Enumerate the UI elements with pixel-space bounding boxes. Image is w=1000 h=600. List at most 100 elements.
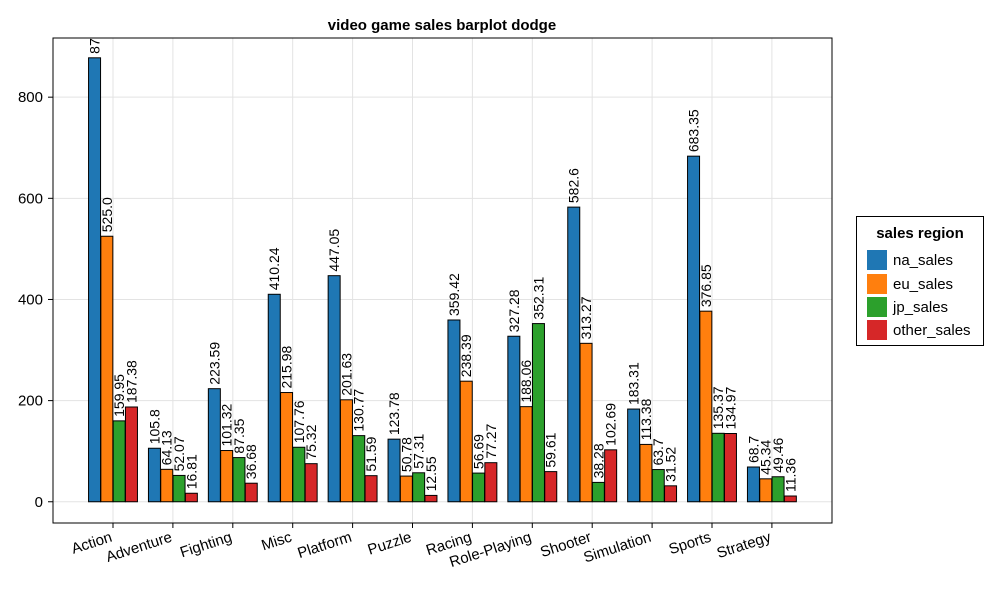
data-label: 201.63 xyxy=(338,353,354,396)
data-label: 102.69 xyxy=(603,403,619,446)
bar-jp-sales xyxy=(591,481,605,503)
y-tick-label: 800 xyxy=(18,89,43,106)
plot-frame xyxy=(52,37,833,524)
bar-eu-sales xyxy=(759,478,773,503)
legend-swatch-na-sales xyxy=(867,250,887,270)
y-tick-label: 200 xyxy=(18,393,43,410)
data-label: 410.24 xyxy=(266,247,282,290)
bar-eu-sales xyxy=(399,475,413,503)
bar-na-sales xyxy=(567,206,581,503)
data-label: 582.6 xyxy=(566,168,582,203)
bar-other-sales xyxy=(484,462,498,503)
data-label: 105.8 xyxy=(146,409,162,444)
bars xyxy=(88,57,797,503)
data-label: 359.42 xyxy=(446,273,462,316)
data-labels: 87 105.8 223.59 410.24 447.05 123.78 359.42 327… xyxy=(87,38,799,492)
x-tick-label: Puzzle xyxy=(366,529,414,559)
bar-other-sales xyxy=(664,485,678,503)
bar-eu-sales xyxy=(519,406,533,503)
data-label: 134.97 xyxy=(722,386,738,429)
data-label: 16.81 xyxy=(183,454,199,489)
data-label: 52.07 xyxy=(171,436,187,471)
bar-na-sales xyxy=(387,438,401,503)
legend-swatch-other-sales xyxy=(867,320,887,340)
x-tick-label: Strategy xyxy=(715,528,774,562)
bar-other-sales xyxy=(184,492,198,503)
data-label: 123.78 xyxy=(386,392,402,435)
bar-na-sales xyxy=(267,293,281,503)
data-label: 38.28 xyxy=(590,443,606,478)
bar-other-sales xyxy=(244,482,258,503)
x-tick-label: Platform xyxy=(295,529,353,562)
y-tick-label: 400 xyxy=(18,291,43,308)
legend-title: sales region xyxy=(876,225,964,242)
bar-other-sales xyxy=(723,433,737,503)
data-label: 130.77 xyxy=(351,389,367,432)
bar-other-sales xyxy=(424,494,438,503)
data-label: 525.0 xyxy=(99,197,115,232)
x-tick-label: Fighting xyxy=(178,529,234,562)
y-tick-label: 600 xyxy=(18,190,43,207)
bar-jp-sales xyxy=(352,435,366,503)
data-label: 113.38 xyxy=(638,398,654,440)
data-label: 87 xyxy=(87,38,103,54)
x-tick-label: Misc xyxy=(259,528,294,554)
bar-eu-sales xyxy=(160,468,174,503)
y-tick-label: 0 xyxy=(35,494,43,511)
bar-jp-sales xyxy=(531,323,545,503)
bar-other-sales xyxy=(783,495,797,503)
bar-jp-sales xyxy=(412,472,426,503)
bar-na-sales xyxy=(687,155,701,503)
legend-item-na-sales: na_sales xyxy=(867,250,953,270)
data-label: 101.32 xyxy=(219,403,235,446)
data-label: 327.28 xyxy=(506,289,522,332)
legend-item-other-sales: other_sales xyxy=(867,320,971,340)
data-label: 447.05 xyxy=(326,229,342,272)
bar-jp-sales xyxy=(172,474,186,503)
bar-na-sales xyxy=(88,57,102,503)
data-label: 683.35 xyxy=(686,109,702,152)
data-label: 31.52 xyxy=(663,447,679,482)
data-label: 12.55 xyxy=(423,456,439,491)
chart-title: video game sales barplot dodge xyxy=(328,17,556,34)
data-label: 376.85 xyxy=(698,264,714,307)
legend-label-na-sales: na_sales xyxy=(893,251,954,269)
data-label: 59.61 xyxy=(543,432,559,467)
legend-item-jp-sales: jp_sales xyxy=(867,297,948,317)
data-label: 56.69 xyxy=(471,434,487,469)
bar-jp-sales xyxy=(711,432,725,503)
legend-item-eu-sales: eu_sales xyxy=(867,274,953,294)
bar-eu-sales xyxy=(579,342,593,503)
bar-eu-sales xyxy=(220,450,234,503)
data-label: 63.7 xyxy=(650,438,666,465)
data-label: 75.32 xyxy=(303,424,319,459)
x-tick-label: Adventure xyxy=(104,529,174,566)
data-label: 11.36 xyxy=(782,458,798,492)
bar-na-sales xyxy=(207,388,221,503)
bar-other-sales xyxy=(304,463,318,503)
data-label: 135.37 xyxy=(710,386,726,429)
x-tick-label: Simulation xyxy=(581,529,653,567)
data-label: 49.46 xyxy=(770,437,786,472)
data-label: 215.98 xyxy=(279,345,295,388)
bar-other-sales xyxy=(364,475,378,503)
data-label: 51.59 xyxy=(363,436,379,471)
bar-eu-sales xyxy=(459,380,473,503)
legend: sales region na_sales eu_sales jp_sales … xyxy=(856,216,984,346)
data-label: 107.76 xyxy=(291,400,307,443)
legend-label-other-sales: other_sales xyxy=(893,321,971,339)
legend-swatch-jp-sales xyxy=(867,297,887,317)
data-label: 57.31 xyxy=(411,434,427,469)
legend-label-eu-sales: eu_sales xyxy=(893,275,954,293)
data-label: 187.38 xyxy=(123,360,139,403)
legend-label-jp-sales: jp_sales xyxy=(893,298,949,316)
bar-eu-sales xyxy=(100,235,114,503)
data-label: 223.59 xyxy=(206,342,222,385)
data-label: 45.34 xyxy=(758,440,774,475)
data-label: 183.31 xyxy=(626,362,642,405)
data-label: 188.06 xyxy=(518,360,534,403)
data-label: 352.31 xyxy=(530,277,546,320)
bar-jp-sales xyxy=(112,420,126,503)
bar-jp-sales xyxy=(472,472,486,503)
